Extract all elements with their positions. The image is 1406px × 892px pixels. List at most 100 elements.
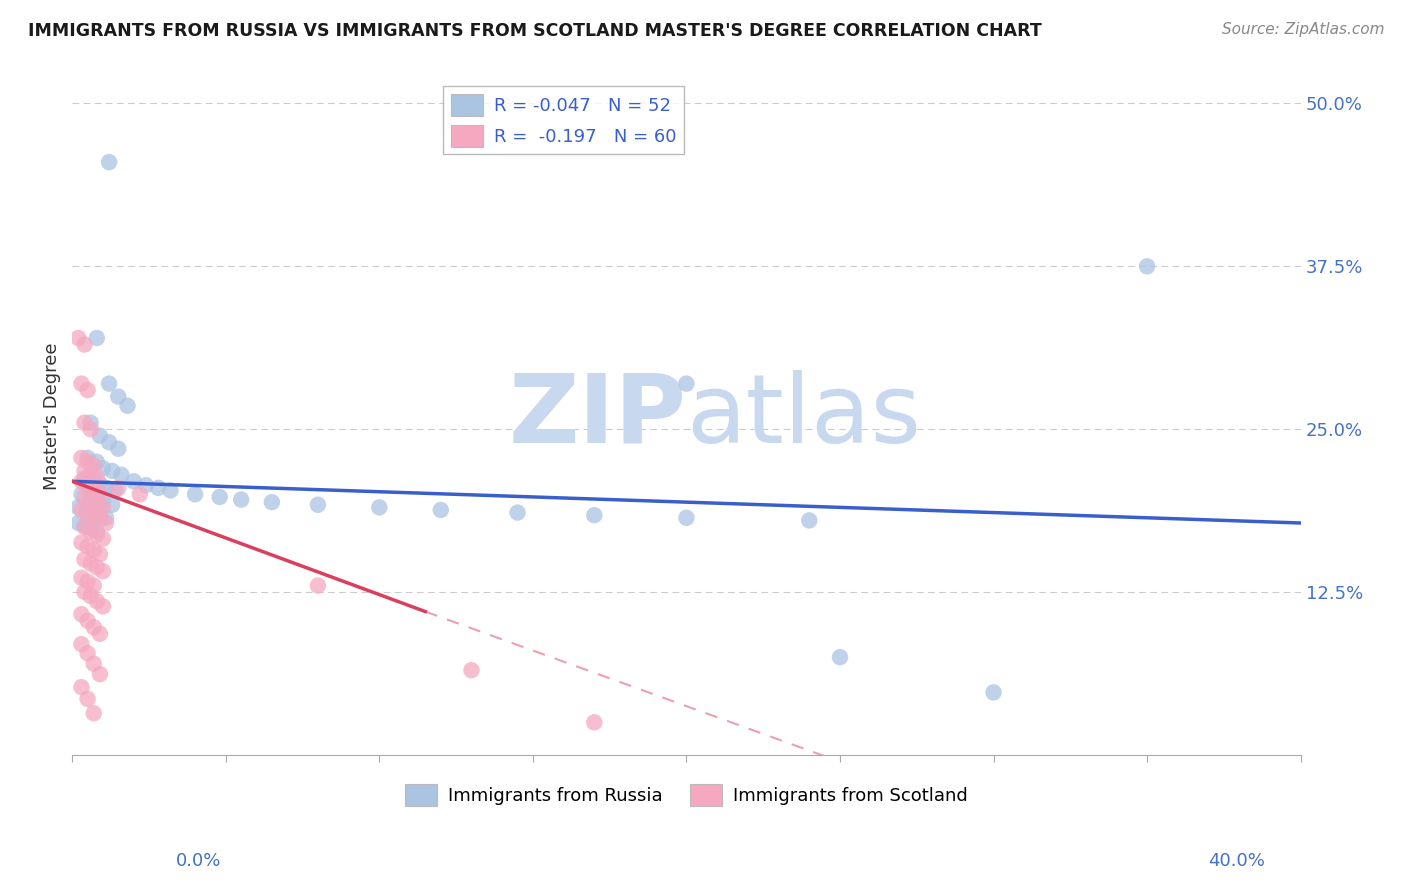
Point (76, 383, 98, 397)
Text: Source: ZipAtlas.com: Source: ZipAtlas.com (1222, 22, 1385, 37)
Point (94, 516, 117, 530)
Point (83, 458, 105, 473)
Y-axis label: Master's Degree: Master's Degree (44, 343, 60, 490)
Point (86, 594, 108, 608)
Point (83, 578, 105, 592)
Point (73, 472, 96, 486)
Point (583, 508, 606, 523)
Point (67, 331, 90, 345)
Point (94, 510, 117, 524)
Point (70, 535, 93, 549)
Point (675, 376, 697, 391)
Point (104, 483, 127, 498)
Point (91, 599, 114, 614)
Point (67, 500, 90, 515)
Point (117, 399, 139, 413)
Point (89, 477, 111, 491)
Point (86, 560, 108, 574)
Point (76, 507, 98, 521)
Point (128, 487, 150, 501)
Point (79, 589, 101, 603)
Text: 40.0%: 40.0% (1209, 852, 1265, 870)
Point (70, 680, 93, 694)
Text: atlas: atlas (686, 369, 921, 463)
Point (110, 467, 132, 482)
Point (83, 506, 105, 520)
Point (79, 524, 101, 538)
Point (79, 467, 101, 482)
Point (83, 509, 105, 524)
Point (107, 390, 129, 404)
Point (76, 614, 98, 628)
Text: ZIP: ZIP (509, 369, 686, 463)
Point (73, 416, 96, 430)
Point (76, 540, 98, 554)
Legend: Immigrants from Russia, Immigrants from Scotland: Immigrants from Russia, Immigrants from … (398, 777, 976, 814)
Point (799, 513, 821, 527)
Point (70, 475, 93, 489)
Point (828, 650, 851, 665)
Point (79, 416, 101, 430)
Point (70, 637, 93, 651)
Point (122, 475, 145, 489)
Point (91, 461, 114, 475)
Point (86, 470, 108, 484)
Point (79, 521, 101, 535)
Point (260, 495, 283, 509)
Point (506, 506, 529, 520)
Point (89, 547, 111, 561)
Point (73, 585, 96, 599)
Point (76, 503, 98, 517)
Point (73, 464, 96, 478)
Point (98, 435, 121, 450)
Point (307, 498, 329, 512)
Point (675, 510, 697, 524)
Point (83, 475, 105, 489)
Point (159, 483, 181, 498)
Text: IMMIGRANTS FROM RUSSIA VS IMMIGRANTS FROM SCOTLAND MASTER'S DEGREE CORRELATION C: IMMIGRANTS FROM RUSSIA VS IMMIGRANTS FRO… (28, 22, 1042, 40)
Point (83, 657, 105, 671)
Point (98, 376, 121, 391)
Point (73, 552, 96, 566)
Point (91, 564, 114, 578)
Point (86, 455, 108, 469)
Text: 0.0%: 0.0% (176, 852, 221, 870)
Point (79, 557, 101, 571)
Point (101, 498, 124, 512)
Point (86, 524, 108, 538)
Point (83, 620, 105, 634)
Point (107, 481, 129, 495)
Point (91, 500, 114, 515)
Point (76, 574, 98, 589)
Point (91, 532, 114, 546)
Point (83, 706, 105, 721)
Point (76, 478, 98, 492)
Point (91, 495, 114, 509)
Point (79, 490, 101, 504)
Point (86, 492, 108, 507)
Point (89, 626, 111, 640)
Point (73, 337, 96, 351)
Point (79, 493, 101, 508)
Point (70, 487, 93, 501)
Point (148, 481, 170, 495)
Point (76, 455, 98, 469)
Point (208, 490, 231, 504)
Point (307, 578, 329, 592)
Point (83, 482, 105, 496)
Point (76, 692, 98, 706)
Point (1136, 260, 1159, 274)
Point (86, 331, 108, 345)
Point (101, 464, 124, 478)
Point (89, 512, 111, 526)
Point (86, 527, 108, 541)
Point (76, 450, 98, 465)
Point (73, 518, 96, 533)
Point (368, 500, 391, 515)
Point (89, 486, 111, 500)
Point (184, 487, 207, 501)
Point (429, 503, 451, 517)
Point (76, 646, 98, 660)
Point (70, 376, 93, 391)
Point (583, 715, 606, 730)
